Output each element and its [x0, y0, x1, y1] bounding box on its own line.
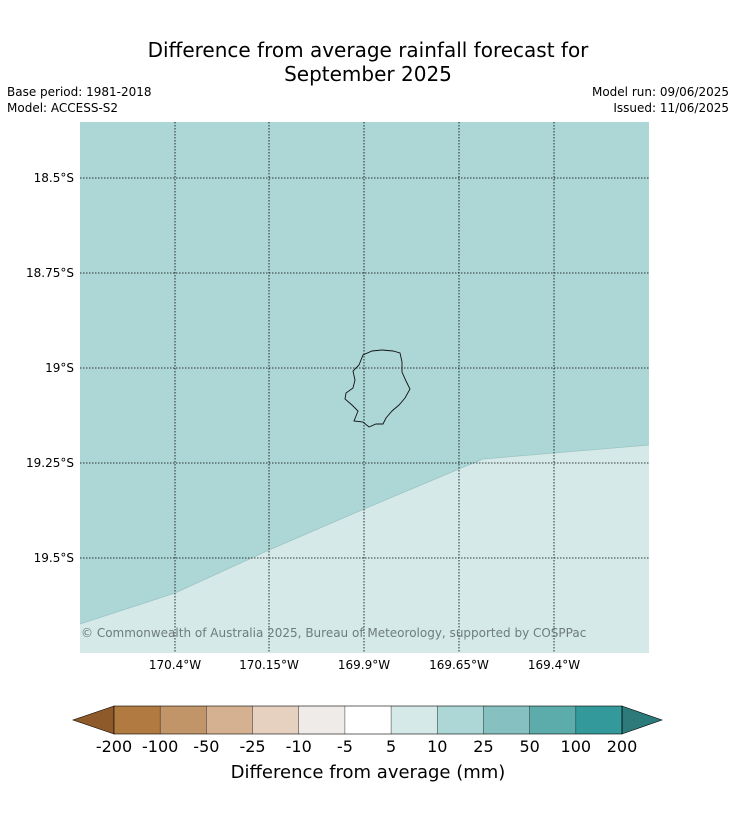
title-line-2: September 2025 — [284, 62, 452, 86]
model-run: Model run: 09/06/2025 — [591, 85, 729, 99]
colorbar-outline — [113, 705, 623, 735]
copyright-notice: © Commonwealth of Australia 2025, Bureau… — [81, 626, 586, 640]
meta-right: Model run: 09/06/2025 Issued: 11/06/2025 — [592, 84, 729, 116]
issued-date: Issued: 11/06/2025 — [613, 101, 729, 115]
colorbar-segment — [252, 706, 299, 734]
meta-left: Base period: 1981-2018 Model: ACCESS-S2 — [7, 84, 152, 116]
map-panel: 18.5°S 18.75°S 19°S 19.25°S 19.5°S 170.4… — [26, 122, 650, 672]
colorbar-tick-label: -100 — [142, 737, 179, 756]
colorbar-tick-label: -200 — [95, 737, 133, 756]
lat-label: 18.5°S — [34, 171, 74, 185]
colorbar-tick-label: -25 — [239, 737, 266, 756]
lon-label: 170.4°W — [149, 658, 201, 672]
colorbar-tick-label: 25 — [473, 737, 494, 756]
colorbar — [72, 705, 663, 735]
colorbar-segment — [206, 706, 253, 734]
colorbar-tick-label: -50 — [193, 737, 220, 756]
colorbar-segment — [575, 706, 622, 734]
lat-label: 18.75°S — [26, 266, 74, 280]
colorbar-arrow-left — [72, 705, 115, 735]
colorbar-segment — [344, 706, 392, 734]
lower-zone — [80, 445, 649, 653]
chart-title: Difference from average rainfall forecas… — [0, 38, 736, 86]
lat-label: 19.25°S — [26, 456, 74, 470]
lon-label: 169.65°W — [429, 658, 489, 672]
colorbar-tick-label: 10 — [427, 737, 448, 756]
colorbar-tick-label: 100 — [560, 737, 592, 756]
colorbar-segment — [391, 706, 438, 734]
colorbar-segment — [483, 706, 530, 734]
base-period: Base period: 1981-2018 — [7, 85, 152, 99]
colorbar-segment — [298, 706, 345, 734]
graticule — [80, 122, 649, 653]
colorbar-tick-label: 200 — [606, 737, 638, 756]
colorbar-tick-label: 50 — [519, 737, 540, 756]
lat-label: 19.5°S — [34, 551, 74, 565]
colorbar-tick-label: -5 — [336, 737, 353, 756]
colorbar-tick-label: 5 — [385, 737, 397, 756]
colorbar-segment — [160, 706, 207, 734]
lon-label: 169.9°W — [338, 658, 390, 672]
colorbar-tick-label: -10 — [285, 737, 312, 756]
island-coastline — [344, 349, 411, 428]
model-name: Model: ACCESS-S2 — [7, 101, 119, 115]
colorbar-segment — [114, 706, 161, 734]
title-line-1: Difference from average rainfall forecas… — [147, 38, 589, 62]
lon-label: 169.4°W — [528, 658, 580, 672]
lat-label: 19°S — [45, 361, 74, 375]
lon-label: 170.15°W — [239, 658, 299, 672]
colorbar-segment — [529, 706, 576, 734]
colorbar-segment — [437, 706, 484, 734]
colorbar-arrow-right — [621, 705, 663, 735]
colorbar-title: Difference from average (mm) — [230, 762, 506, 783]
